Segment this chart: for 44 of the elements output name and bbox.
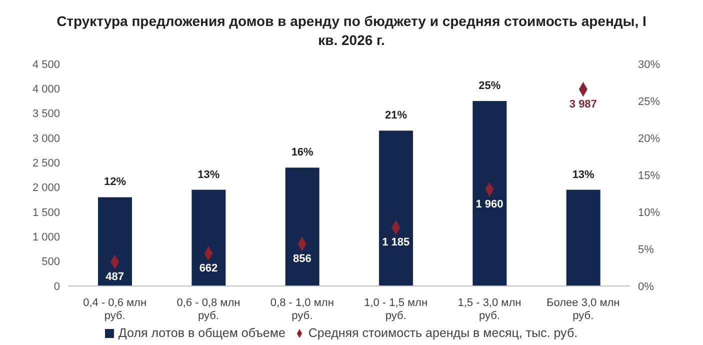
y-tick-label: 3 000 (32, 132, 60, 145)
data-label: 3 987 (569, 98, 597, 110)
y-tick-label: 4 000 (32, 84, 60, 96)
bar (566, 190, 600, 286)
y-tick-label: 0 (54, 280, 60, 293)
y-tick-label: 2 500 (32, 158, 60, 170)
bar (192, 190, 226, 286)
data-label: 662 (199, 262, 218, 274)
data-label: 1 960 (476, 198, 504, 210)
y2-tick-label: 30% (638, 58, 660, 71)
y-tick-label: 4 500 (32, 58, 60, 71)
x-tick-label: Более 3,0 млн руб. (546, 297, 620, 322)
x-tick-label: 0,6 - 0,8 млн руб. (176, 297, 240, 322)
y-tick-label: 1 500 (32, 206, 60, 219)
y2-tick-label: 25% (638, 96, 660, 108)
data-label: 856 (292, 252, 312, 265)
y-tick-label: 1 000 (32, 232, 60, 244)
y2-tick-label: 10% (638, 206, 660, 219)
data-label: 12% (104, 176, 126, 188)
y2-tick-label: 15% (638, 170, 660, 182)
data-label: 21% (384, 110, 408, 122)
y2-tick-label: 0% (638, 280, 654, 293)
y-tick-label: 500 (42, 256, 60, 268)
bar (98, 197, 132, 286)
bar (285, 168, 320, 286)
data-label: 13% (198, 168, 220, 181)
x-tick-label: 1,0 - 1,5 млн руб. (364, 297, 428, 322)
y2-tick-label: 5% (638, 244, 654, 256)
x-tick-label: 1,5 - 3,0 млн руб. (458, 297, 522, 322)
y-tick-label: 2 000 (32, 182, 60, 194)
data-label: 25% (478, 80, 501, 92)
bar (472, 101, 507, 286)
chart-title: Структура предложения домов в аренду по бюджету и средняя стоимость аренды, I кв. 2026 г. (56, 12, 648, 50)
y2-tick-label: 20% (638, 132, 660, 145)
x-tick-label: 0,8 - 1,0 млн руб. (270, 297, 334, 322)
data-label: 487 (106, 270, 124, 283)
x-tick-label: 0,4 - 0,6 млн руб. (83, 297, 147, 322)
legend-label: Средняя стоимость аренды в месяц, тыс. руб. (308, 326, 578, 340)
data-label: 16% (291, 146, 314, 159)
data-label: 13% (572, 168, 595, 181)
legend-label: Доля лотов в общем объеме (118, 326, 286, 340)
bar (379, 130, 413, 286)
y-tick-label: 3 500 (32, 108, 60, 120)
data-label: 1 185 (382, 236, 410, 249)
